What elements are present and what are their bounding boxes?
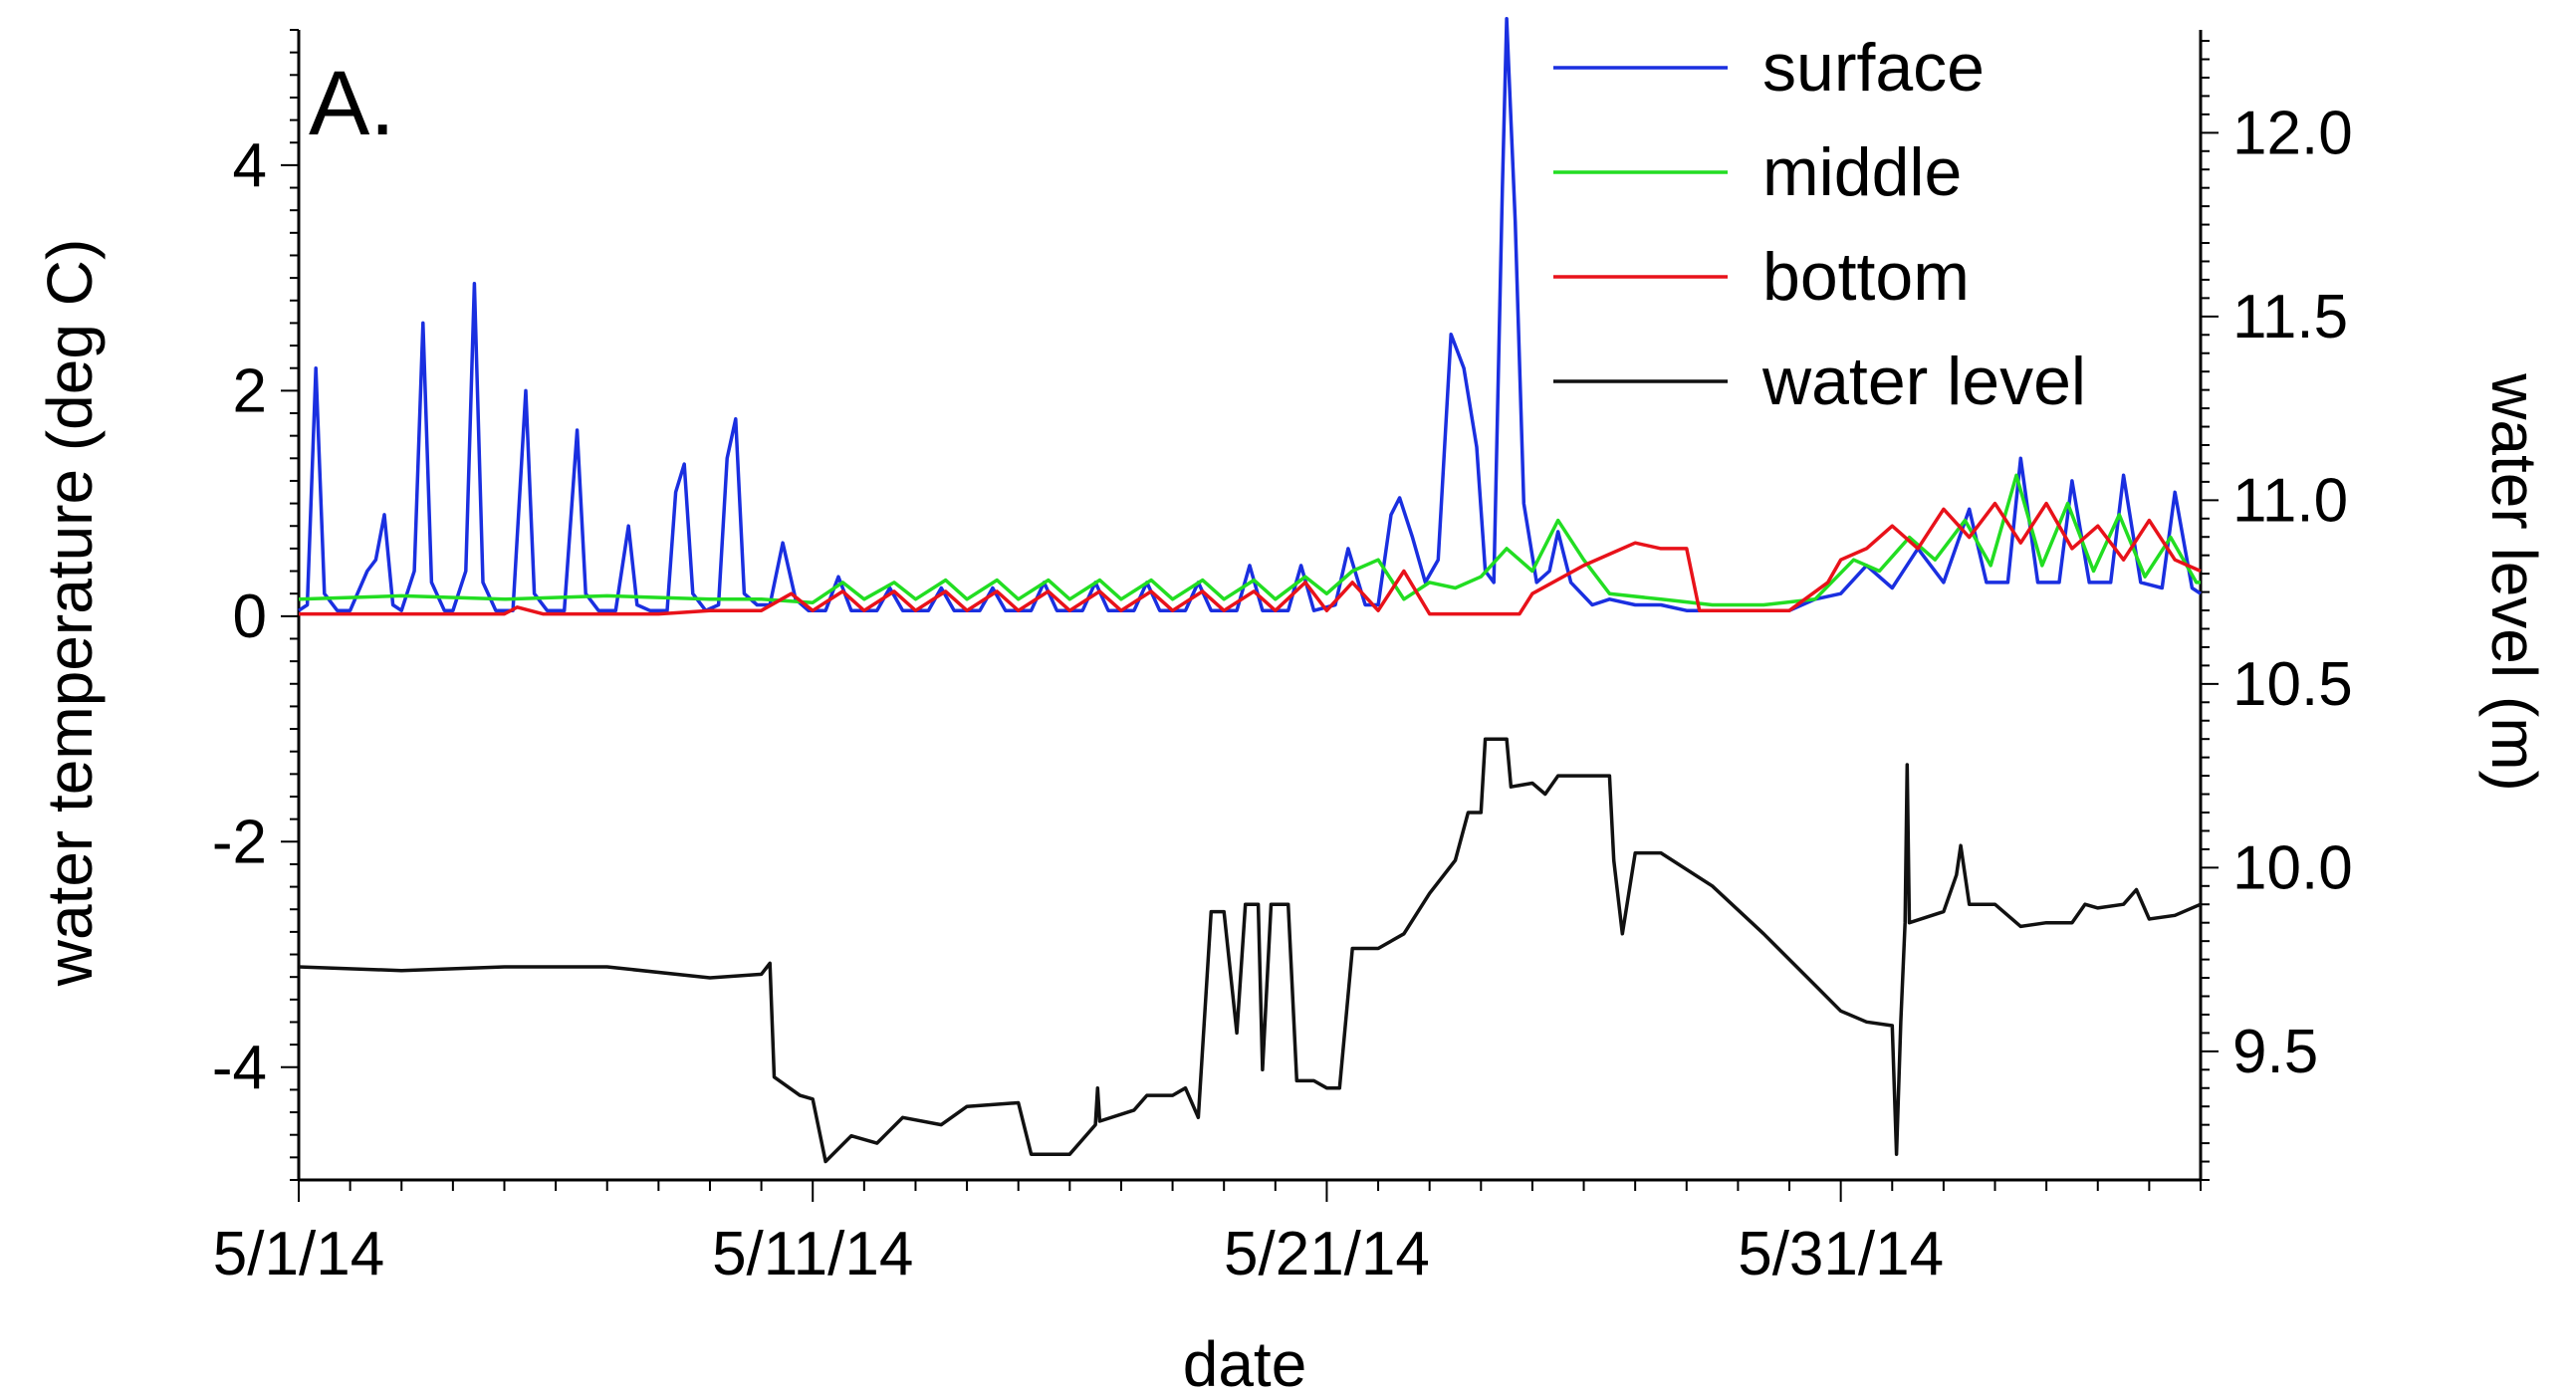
left-tick-label: -2 bbox=[212, 808, 267, 876]
right-tick-label: 10.5 bbox=[2232, 650, 2353, 719]
right-tick-label: 10.0 bbox=[2232, 833, 2353, 902]
legend-background bbox=[1538, 18, 2186, 416]
right-tick-label: 12.0 bbox=[2232, 99, 2353, 167]
legend-label: water level bbox=[1761, 344, 2086, 419]
left-tick-label: -4 bbox=[212, 1034, 267, 1102]
legend-item: middle bbox=[1553, 134, 1962, 210]
left-tick-label: 4 bbox=[233, 131, 267, 200]
x-tick-label: 5/21/14 bbox=[1224, 1220, 1430, 1288]
x-tick-label: 5/31/14 bbox=[1738, 1220, 1944, 1288]
legend-item: water level bbox=[1553, 344, 2086, 419]
legend-label: middle bbox=[1762, 134, 1962, 210]
series-line-water-level bbox=[298, 737, 2202, 1164]
bottom-axis-ticks: 5/1/14 5/11/14 5/21/14 5/31/14 bbox=[213, 1180, 2202, 1288]
panel-label: A. bbox=[309, 53, 395, 154]
left-tick-label: 2 bbox=[233, 356, 267, 425]
right-tick-label: 9.5 bbox=[2232, 1018, 2318, 1086]
x-tick-label: 5/1/14 bbox=[213, 1220, 384, 1288]
right-tick-label: 11.0 bbox=[2232, 466, 2348, 535]
series-line-middle bbox=[298, 473, 2201, 607]
legend: surface middle bottom water level bbox=[1538, 18, 2186, 419]
y-axis-right-title: water level (m) bbox=[2478, 372, 2550, 792]
legend-label: bottom bbox=[1762, 239, 1970, 315]
left-tick-label: 0 bbox=[233, 583, 267, 651]
y-axis-left-title: water temperature (deg C) bbox=[34, 239, 106, 988]
legend-item: bottom bbox=[1553, 239, 1970, 315]
right-axis-ticks: 12.0 11.5 11.0 10.5 10.0 9.5 bbox=[2201, 40, 2353, 1181]
series-layer bbox=[298, 16, 2202, 1164]
x-axis-title: date bbox=[1183, 1328, 1307, 1400]
plot-frame bbox=[297, 30, 2203, 1182]
x-tick-label: 5/11/14 bbox=[712, 1220, 913, 1288]
legend-item: surface bbox=[1553, 30, 1985, 106]
right-tick-label: 11.5 bbox=[2232, 283, 2348, 351]
left-axis-ticks: 4 2 0 -2 -4 bbox=[212, 29, 299, 1181]
series-line-bottom bbox=[299, 501, 2202, 616]
legend-label: surface bbox=[1762, 30, 1985, 106]
